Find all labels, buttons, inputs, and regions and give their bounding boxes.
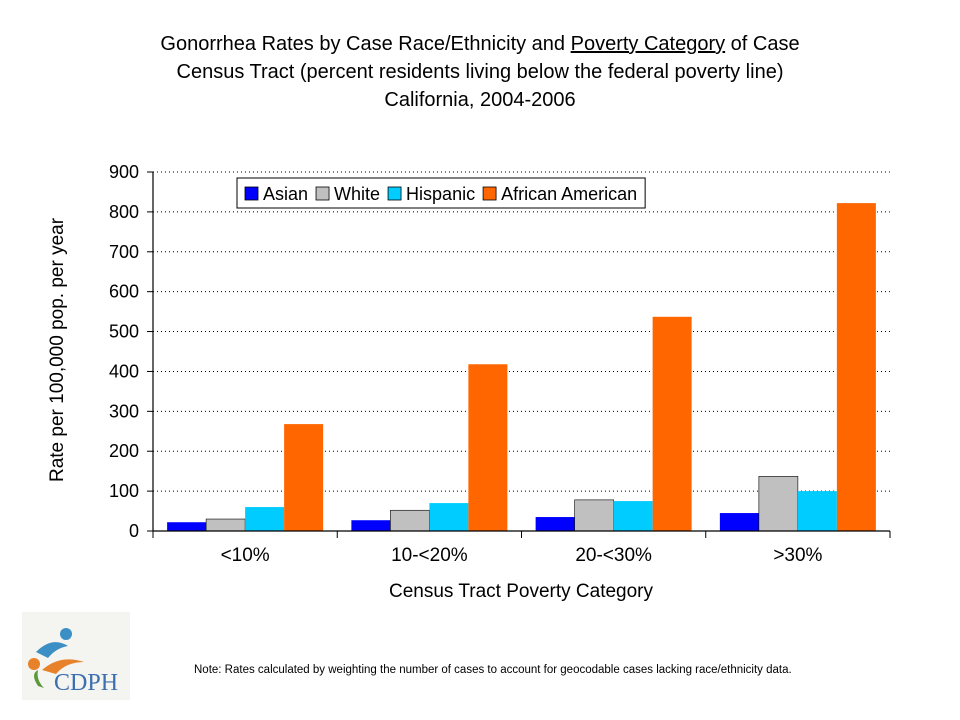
legend-label: White [334,184,380,204]
y-axis-label: Rate per 100,000 pop. per year [47,217,68,482]
bar-white [758,476,799,532]
y-tick-label: 500 [109,322,139,342]
bar-white [205,518,246,532]
title-underlined-term: Poverty Category [570,33,726,55]
legend-swatch [482,186,497,201]
legend-box [236,177,646,209]
legend-label: Hispanic [406,184,475,204]
bar-asian [167,522,207,531]
y-tick-label: 300 [109,401,139,421]
x-tick-labels: <10% 10-<20% 20-<30% >30% [221,545,823,566]
y-tick-label: 100 [109,481,139,501]
y-tick-labels: 0 100 200 300 400 500 600 700 800 900 [109,162,139,541]
x-axis-label: Census Tract Poverty Category [389,581,653,602]
bar-white [390,509,430,532]
bar-hispanic [429,503,469,531]
bars [167,203,876,532]
bar-asian [719,513,759,531]
bar-hispanic [797,491,837,531]
chart-title: Gonorrhea Rates by Case Race/Ethnicity a… [60,30,900,114]
bar-african-american [836,203,876,531]
title-line-2: Census Tract (percent residents living b… [176,61,784,83]
y-tick-label: 0 [129,521,139,541]
bar-asian [351,520,391,531]
bar-african-american [468,364,508,531]
bar-african-american [284,424,324,531]
logo-text: CDPH [54,670,118,696]
y-tick-label: 700 [109,242,139,262]
x-tick-label: >30% [773,545,822,566]
legend-label: African American [501,184,637,204]
x-tick-label: <10% [221,545,270,566]
gridlines [153,171,890,492]
bar-african-american [652,316,692,531]
legend-swatch [244,186,259,201]
bar-asian [535,517,575,531]
bar-hispanic [245,507,285,531]
legend-swatch [387,186,402,201]
y-tick-label: 900 [109,162,139,182]
y-tick-label: 200 [109,441,139,461]
legend-swatch [315,186,330,201]
x-tick-label: 10-<20% [391,545,468,566]
y-tick-label: 600 [109,282,139,302]
x-tick-label: 20-<30% [575,545,652,566]
bar-hispanic [613,501,653,531]
title-line-1: Gonorrhea Rates by Case Race/Ethnicity a… [160,33,800,55]
axes [147,171,891,538]
cdph-logo-icon: CDPH [22,612,130,700]
legend-label: Asian [263,184,308,204]
legend: Asian White Hispanic African American [236,177,646,209]
y-tick-label: 800 [109,202,139,222]
bar-white [574,499,614,532]
footnote: Note: Rates calculated by weighting the … [194,664,792,676]
title-line-3: California, 2004-2006 [384,89,576,111]
y-tick-label: 400 [109,361,139,381]
